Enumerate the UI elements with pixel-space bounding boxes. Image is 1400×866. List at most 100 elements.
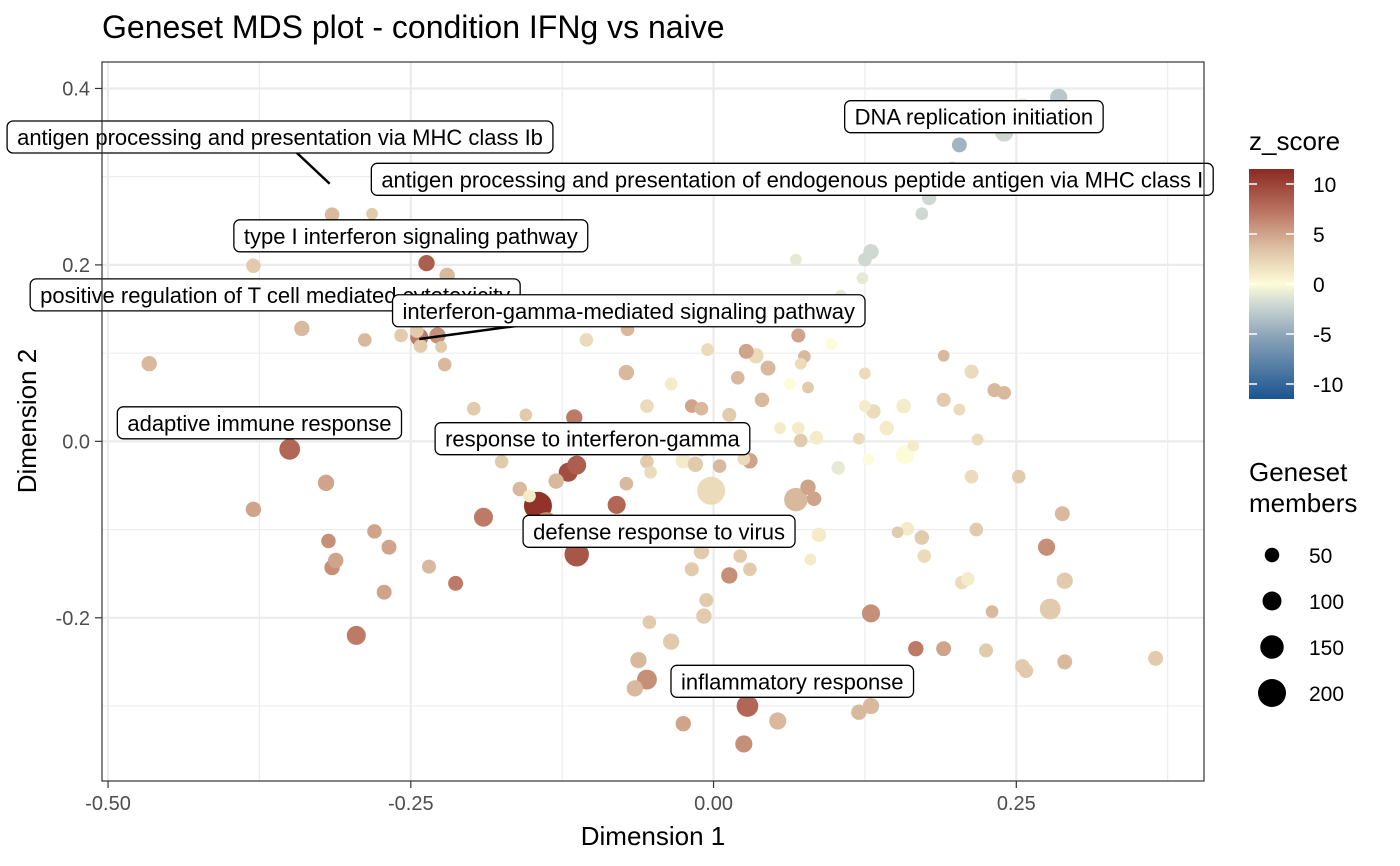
geneset-point <box>800 479 816 495</box>
geneset-point <box>937 349 950 362</box>
geneset-point <box>618 364 635 381</box>
geneset-point <box>421 559 436 574</box>
y-axis-title: Dimension 2 <box>12 349 42 494</box>
geneset-point <box>737 452 751 466</box>
annotation-box <box>522 514 796 548</box>
geneset-point <box>971 433 984 446</box>
annotation-text: defense response to virus <box>533 519 785 544</box>
geneset-point <box>579 333 594 347</box>
geneset-point <box>324 207 340 222</box>
geneset-point <box>640 399 654 413</box>
geneset-point <box>630 651 647 669</box>
geneset-point <box>642 615 657 630</box>
size-legend-title-line2: members <box>1249 488 1357 518</box>
annotation-label: antigen processing and presentation of e… <box>370 162 1214 196</box>
geneset-point <box>519 408 533 422</box>
geneset-point <box>856 272 869 285</box>
size-legend-label: 150 <box>1309 637 1344 660</box>
annotation-text: response to interferon-gamma <box>445 427 740 452</box>
geneset-point <box>1056 572 1073 589</box>
geneset-point <box>793 433 808 448</box>
geneset-point <box>804 553 817 566</box>
annotation-text: type I interferon signaling pathway <box>244 224 578 249</box>
geneset-point <box>733 549 747 563</box>
geneset-point <box>1011 469 1026 484</box>
annotation-label: antigen processing and presentation via … <box>6 120 554 185</box>
geneset-point <box>978 643 994 658</box>
geneset-point <box>914 530 930 545</box>
annotation-text: adaptive immune response <box>127 411 391 436</box>
geneset-point <box>1018 663 1034 678</box>
geneset-point <box>410 324 424 338</box>
geneset-point <box>917 549 932 563</box>
geneset-point <box>831 461 846 475</box>
annotation-box <box>6 120 554 154</box>
geneset-point <box>862 697 880 715</box>
geneset-point <box>367 524 382 539</box>
geneset-point <box>246 258 261 274</box>
annotation-label: response to interferon-gamma <box>434 422 751 456</box>
color-tick-label: 5 <box>1313 224 1325 247</box>
plot-border <box>101 61 1205 782</box>
geneset-point <box>791 328 806 343</box>
color-tick-label: 0 <box>1313 274 1325 297</box>
geneset-point <box>1037 538 1056 556</box>
annotation-text: antigen processing and presentation of e… <box>381 167 1203 192</box>
annotation-label: adaptive immune response <box>116 406 403 440</box>
geneset-point <box>1039 598 1061 620</box>
geneset-point <box>644 465 657 479</box>
geneset-point <box>784 487 808 512</box>
geneset-point <box>907 439 920 452</box>
annotation-label: DNA replication initiation <box>844 100 1104 134</box>
geneset-point <box>567 455 587 475</box>
x-tick-label: 0.25 <box>997 793 1036 815</box>
geneset-point <box>699 593 714 608</box>
geneset-point <box>794 357 807 370</box>
geneset-point <box>376 584 392 600</box>
y-tick-label: -0.2 <box>56 608 90 630</box>
geneset-point <box>675 715 691 732</box>
geneset-point <box>675 453 691 469</box>
geneset-point <box>684 562 699 577</box>
geneset-point <box>738 343 754 359</box>
annotation-box <box>670 664 915 698</box>
annotation-box <box>391 294 866 328</box>
geneset-point <box>859 367 871 380</box>
geneset-point <box>712 459 727 473</box>
annotation-box <box>233 219 589 253</box>
color-tick-label: 10 <box>1313 174 1336 197</box>
annotation-text: antigen processing and presentation via … <box>17 125 543 150</box>
geneset-point <box>802 381 814 394</box>
geneset-point <box>825 338 837 351</box>
geneset-point <box>141 356 157 372</box>
geneset-point <box>346 625 366 645</box>
geneset-point <box>435 341 447 353</box>
y-tick-label: 0.2 <box>62 255 90 277</box>
geneset-point <box>294 320 310 337</box>
geneset-point <box>696 608 712 624</box>
annotation-box <box>116 406 403 440</box>
geneset-point <box>548 473 564 489</box>
size-legend-entries: 50 100 150 200 <box>1258 545 1344 707</box>
geneset-point <box>279 438 301 460</box>
geneset-point <box>951 137 967 153</box>
annotation-label: interferon-gamma-mediated signaling path… <box>391 294 866 341</box>
annotation-box <box>844 100 1104 134</box>
geneset-point <box>413 339 428 353</box>
x-tick-label: -0.25 <box>388 793 434 815</box>
geneset-point <box>896 398 911 414</box>
geneset-point <box>789 253 802 266</box>
geneset-point <box>394 328 408 343</box>
geneset-point <box>754 392 770 408</box>
geneset-point <box>466 401 481 416</box>
geneset-point <box>791 421 805 435</box>
geneset-point <box>494 454 509 469</box>
geneset-point <box>769 712 787 730</box>
geneset-point <box>879 420 894 436</box>
geneset-point <box>783 378 796 390</box>
geneset-point <box>1148 650 1164 666</box>
geneset-point <box>997 386 1011 400</box>
geneset-point <box>473 507 493 527</box>
geneset-point <box>697 476 726 505</box>
y-tick-label: 0.4 <box>62 78 90 100</box>
